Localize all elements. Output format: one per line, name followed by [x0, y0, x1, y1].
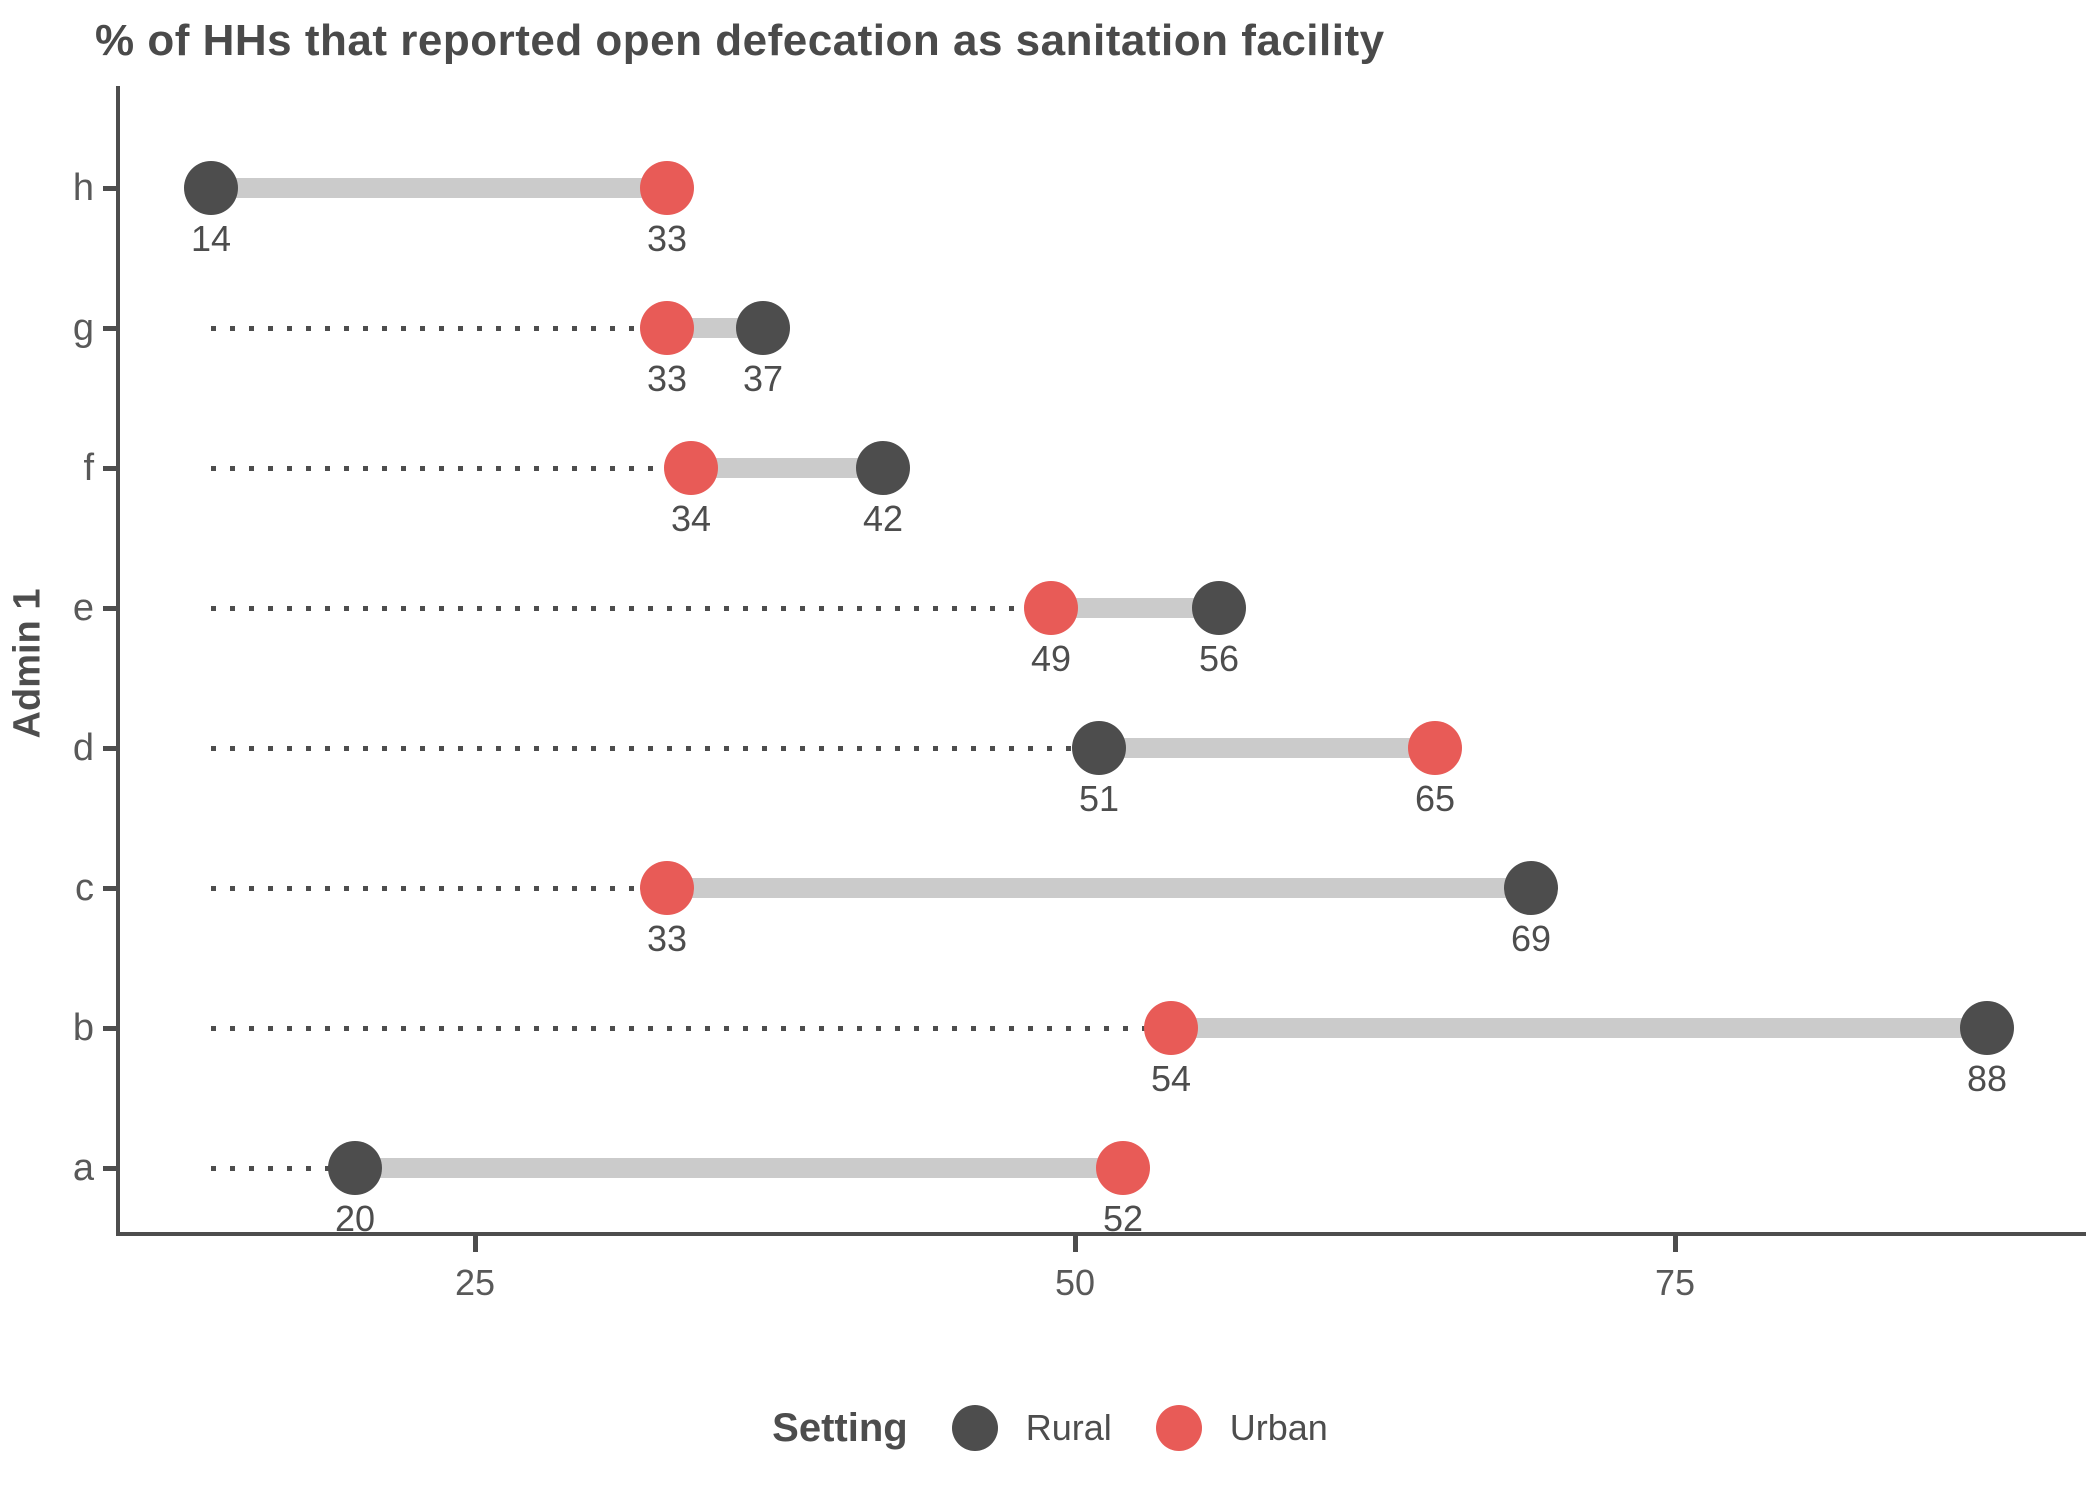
rural-dot — [736, 301, 790, 355]
leader-line — [211, 326, 667, 331]
x-tick-label: 25 — [454, 1262, 496, 1303]
rural-value-label: 69 — [1510, 918, 1552, 959]
urban-value-label: 33 — [646, 918, 688, 959]
x-tick — [1673, 1236, 1678, 1252]
urban-dot — [640, 301, 694, 355]
rural-dot — [1960, 1001, 2014, 1055]
rural-value-label: 14 — [190, 218, 232, 259]
urban-value-label: 54 — [1150, 1058, 1192, 1099]
y-axis-line — [116, 86, 120, 1236]
urban-dot — [640, 861, 694, 915]
category-label: b — [72, 1007, 94, 1049]
connector-bar — [1171, 1018, 1987, 1038]
legend-label: Rural — [1025, 1407, 1112, 1448]
category-tick — [103, 886, 117, 891]
urban-dot — [664, 441, 718, 495]
category-tick — [103, 186, 117, 191]
leader-line — [211, 746, 1099, 751]
urban-dot — [1144, 1001, 1198, 1055]
x-tick — [473, 1236, 478, 1252]
rural-value-label: 20 — [334, 1198, 376, 1239]
connector-bar — [667, 878, 1531, 898]
category-label: g — [72, 307, 94, 349]
x-tick-label: 50 — [1054, 1262, 1096, 1303]
category-label: d — [72, 727, 94, 769]
y-axis-label: Admin 1 — [6, 588, 49, 739]
rural-value-label: 37 — [742, 358, 784, 399]
leader-line — [211, 1166, 355, 1171]
urban-value-label: 49 — [1030, 638, 1072, 679]
legend-title: Setting — [772, 1405, 908, 1450]
category-tick — [103, 1026, 117, 1031]
leader-line — [211, 886, 667, 891]
rural-dot — [856, 441, 910, 495]
urban-value-label: 65 — [1414, 778, 1456, 819]
urban-value-label: 33 — [646, 358, 688, 399]
leader-line — [211, 466, 691, 471]
category-tick — [103, 746, 117, 751]
category-label: h — [72, 167, 94, 209]
rural-value-label: 56 — [1198, 638, 1240, 679]
rural-value-label: 51 — [1078, 778, 1120, 819]
legend: Setting Rural Urban — [0, 1398, 2100, 1458]
category-tick — [103, 326, 117, 331]
connector-bar — [211, 178, 667, 198]
x-axis-line — [116, 1232, 2086, 1236]
leader-line — [211, 606, 1051, 611]
urban-value-label: 52 — [1102, 1198, 1144, 1239]
chart-title: % of HHs that reported open defecation a… — [95, 16, 1385, 65]
category-label: e — [72, 587, 94, 629]
legend-swatch-rural-icon — [951, 1405, 998, 1451]
x-tick — [1073, 1236, 1078, 1252]
urban-dot — [1024, 581, 1078, 635]
urban-dot — [1408, 721, 1462, 775]
category-tick — [103, 1166, 117, 1171]
legend-label: Urban — [1229, 1407, 1328, 1448]
connector-bar — [1099, 738, 1435, 758]
urban-dot — [1096, 1141, 1150, 1195]
category-tick — [103, 466, 117, 471]
urban-dot — [640, 161, 694, 215]
legend-entry-urban: Urban — [1155, 1405, 1328, 1451]
rural-value-label: 88 — [1966, 1058, 2008, 1099]
category-tick — [103, 606, 117, 611]
leader-line — [211, 1026, 1171, 1031]
urban-value-label: 34 — [670, 498, 712, 539]
rural-value-label: 42 — [862, 498, 904, 539]
rural-dot — [184, 161, 238, 215]
category-label: f — [83, 447, 94, 489]
urban-value-label: 33 — [646, 218, 688, 259]
rural-dot — [1072, 721, 1126, 775]
x-tick-label: 75 — [1654, 1262, 1696, 1303]
connector-bar — [691, 458, 883, 478]
rural-dot — [1504, 861, 1558, 915]
category-label: c — [75, 867, 94, 909]
connector-bar — [355, 1158, 1123, 1178]
legend-entry-rural: Rural — [951, 1405, 1112, 1451]
connector-bar — [1051, 598, 1219, 618]
category-label: a — [72, 1147, 94, 1189]
rural-dot — [328, 1141, 382, 1195]
legend-swatch-urban-icon — [1155, 1405, 1202, 1451]
rural-dot — [1192, 581, 1246, 635]
